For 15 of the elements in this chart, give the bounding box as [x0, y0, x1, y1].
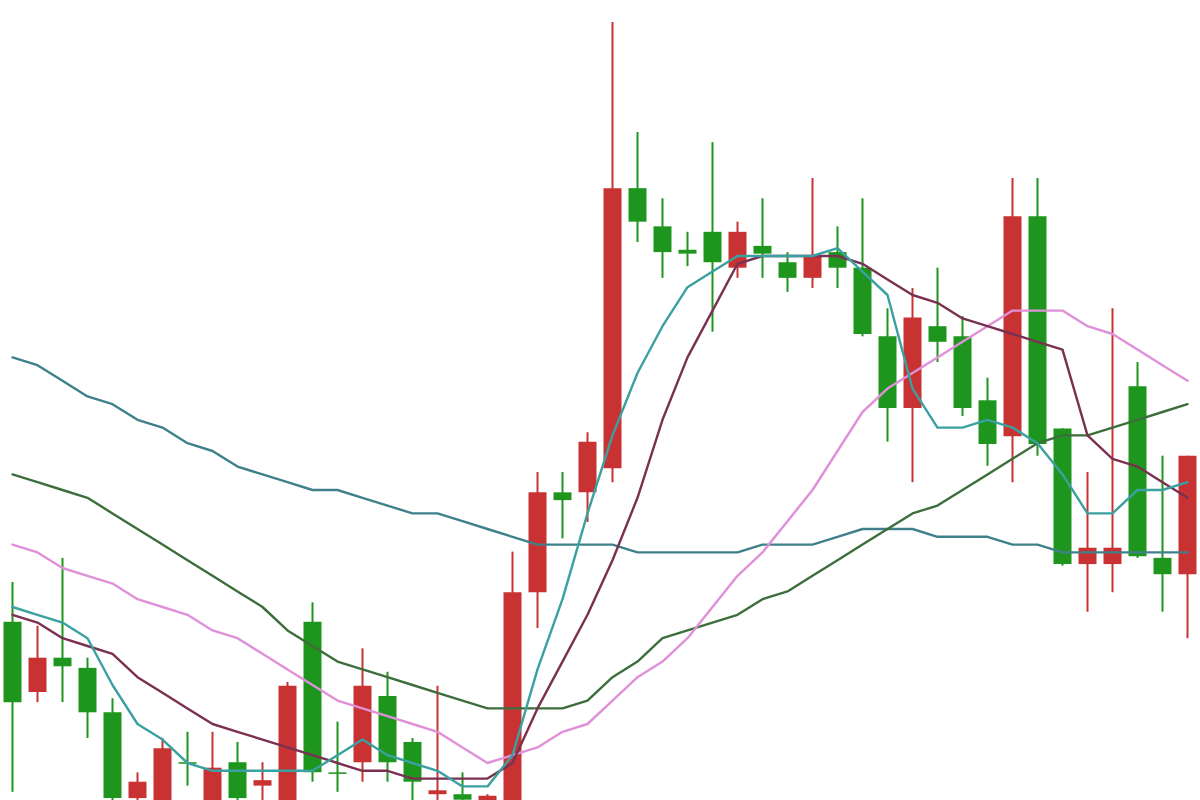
- candlestick: [753, 197, 772, 279]
- candlestick: [53, 556, 72, 704]
- candlestick: [678, 230, 697, 268]
- candlestick: [628, 130, 647, 243]
- candlestick: [928, 266, 947, 364]
- candlestick: [28, 624, 47, 704]
- candlestick: [778, 251, 797, 293]
- candlestick: [78, 656, 97, 740]
- candlestick: [803, 177, 822, 289]
- candlestick: [978, 376, 997, 467]
- candlestick: [328, 720, 347, 793]
- candlestick: [653, 197, 672, 279]
- candlestick: [703, 141, 722, 333]
- candlestick: [1153, 454, 1172, 613]
- candlestick: [553, 471, 572, 540]
